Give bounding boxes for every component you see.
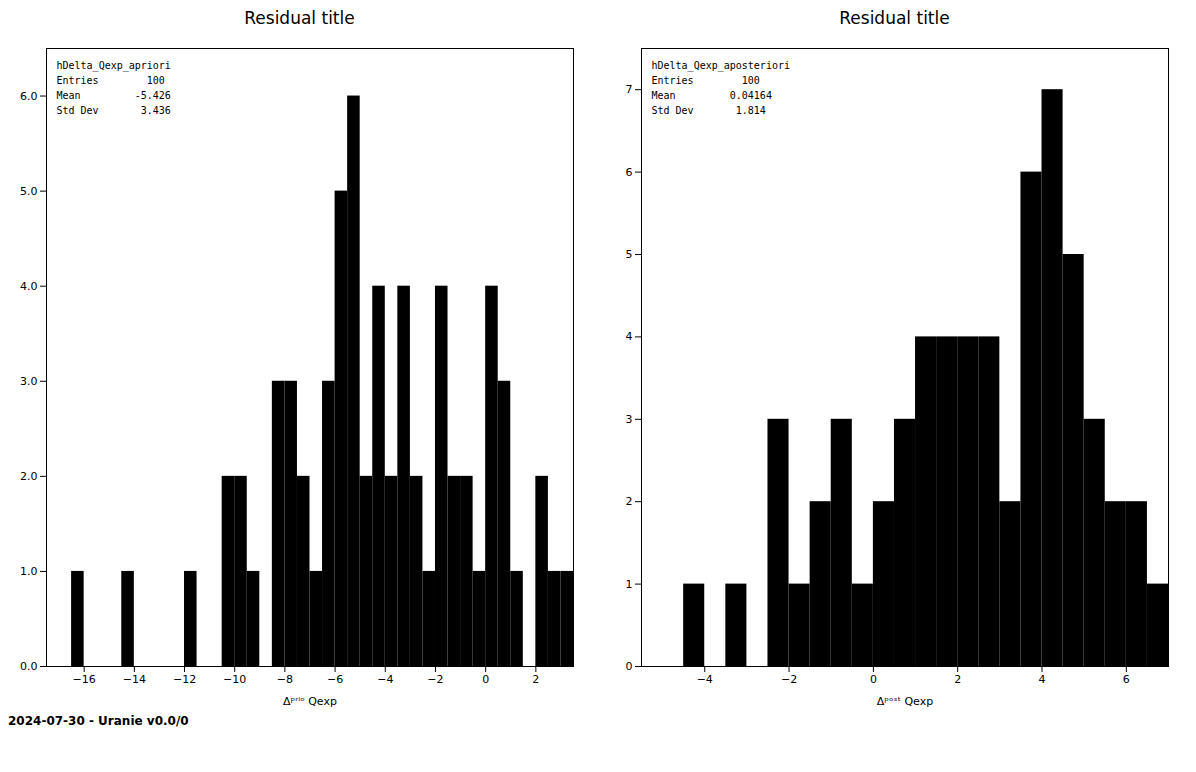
svg-text:−6: −6 xyxy=(327,673,343,686)
svg-text:hDelta_Qexp_aposterioriEntries: hDelta_Qexp_aposterioriEntries 100Mean 0… xyxy=(652,60,790,116)
svg-text:−4: −4 xyxy=(377,673,393,686)
svg-text:−14: −14 xyxy=(123,673,146,686)
svg-text:−16: −16 xyxy=(73,673,96,686)
svg-text:2.0: 2.0 xyxy=(20,470,38,483)
svg-text:6: 6 xyxy=(626,166,633,179)
svg-text:3: 3 xyxy=(626,413,633,426)
svg-text:0: 0 xyxy=(482,673,489,686)
svg-text:2: 2 xyxy=(626,495,633,508)
svg-text:−2: −2 xyxy=(427,673,443,686)
svg-text:5: 5 xyxy=(626,248,633,261)
svg-text:4: 4 xyxy=(626,330,633,343)
svg-text:0.0: 0.0 xyxy=(20,660,38,673)
svg-text:Δᵖʳⁱᵒ Qexp: Δᵖʳⁱᵒ Qexp xyxy=(283,695,337,708)
svg-text:4: 4 xyxy=(1039,673,1046,686)
svg-text:−10: −10 xyxy=(223,673,246,686)
html-text:2024-07-30 - Uranie v0.0/0: 2024-07-30 - Uranie v0.0/0 xyxy=(8,714,189,728)
html-text:Residual title: Residual title xyxy=(839,8,950,28)
svg-text:7: 7 xyxy=(626,83,633,96)
svg-text:1.0: 1.0 xyxy=(20,565,38,578)
svg-text:−8: −8 xyxy=(277,673,293,686)
svg-text:0: 0 xyxy=(626,660,633,673)
svg-text:2: 2 xyxy=(532,673,539,686)
svg-text:−2: −2 xyxy=(781,673,797,686)
svg-text:1: 1 xyxy=(626,578,633,591)
svg-text:−4: −4 xyxy=(697,673,713,686)
svg-text:5.0: 5.0 xyxy=(20,185,38,198)
svg-text:4.0: 4.0 xyxy=(20,280,38,293)
svg-text:6.0: 6.0 xyxy=(20,90,38,103)
svg-text:3.0: 3.0 xyxy=(20,375,38,388)
svg-text:6: 6 xyxy=(1123,673,1130,686)
svg-text:hDelta_Qexp_aprioriEntries: hDelta_Qexp_aprioriEntries 100Mean -5.42… xyxy=(57,60,171,116)
svg-text:Δᵖᵒˢᵗ Qexp: Δᵖᵒˢᵗ Qexp xyxy=(877,695,933,708)
html-text:Residual title: Residual title xyxy=(244,8,355,28)
svg-text:0: 0 xyxy=(870,673,877,686)
svg-text:−12: −12 xyxy=(173,673,196,686)
svg-text:2: 2 xyxy=(954,673,961,686)
